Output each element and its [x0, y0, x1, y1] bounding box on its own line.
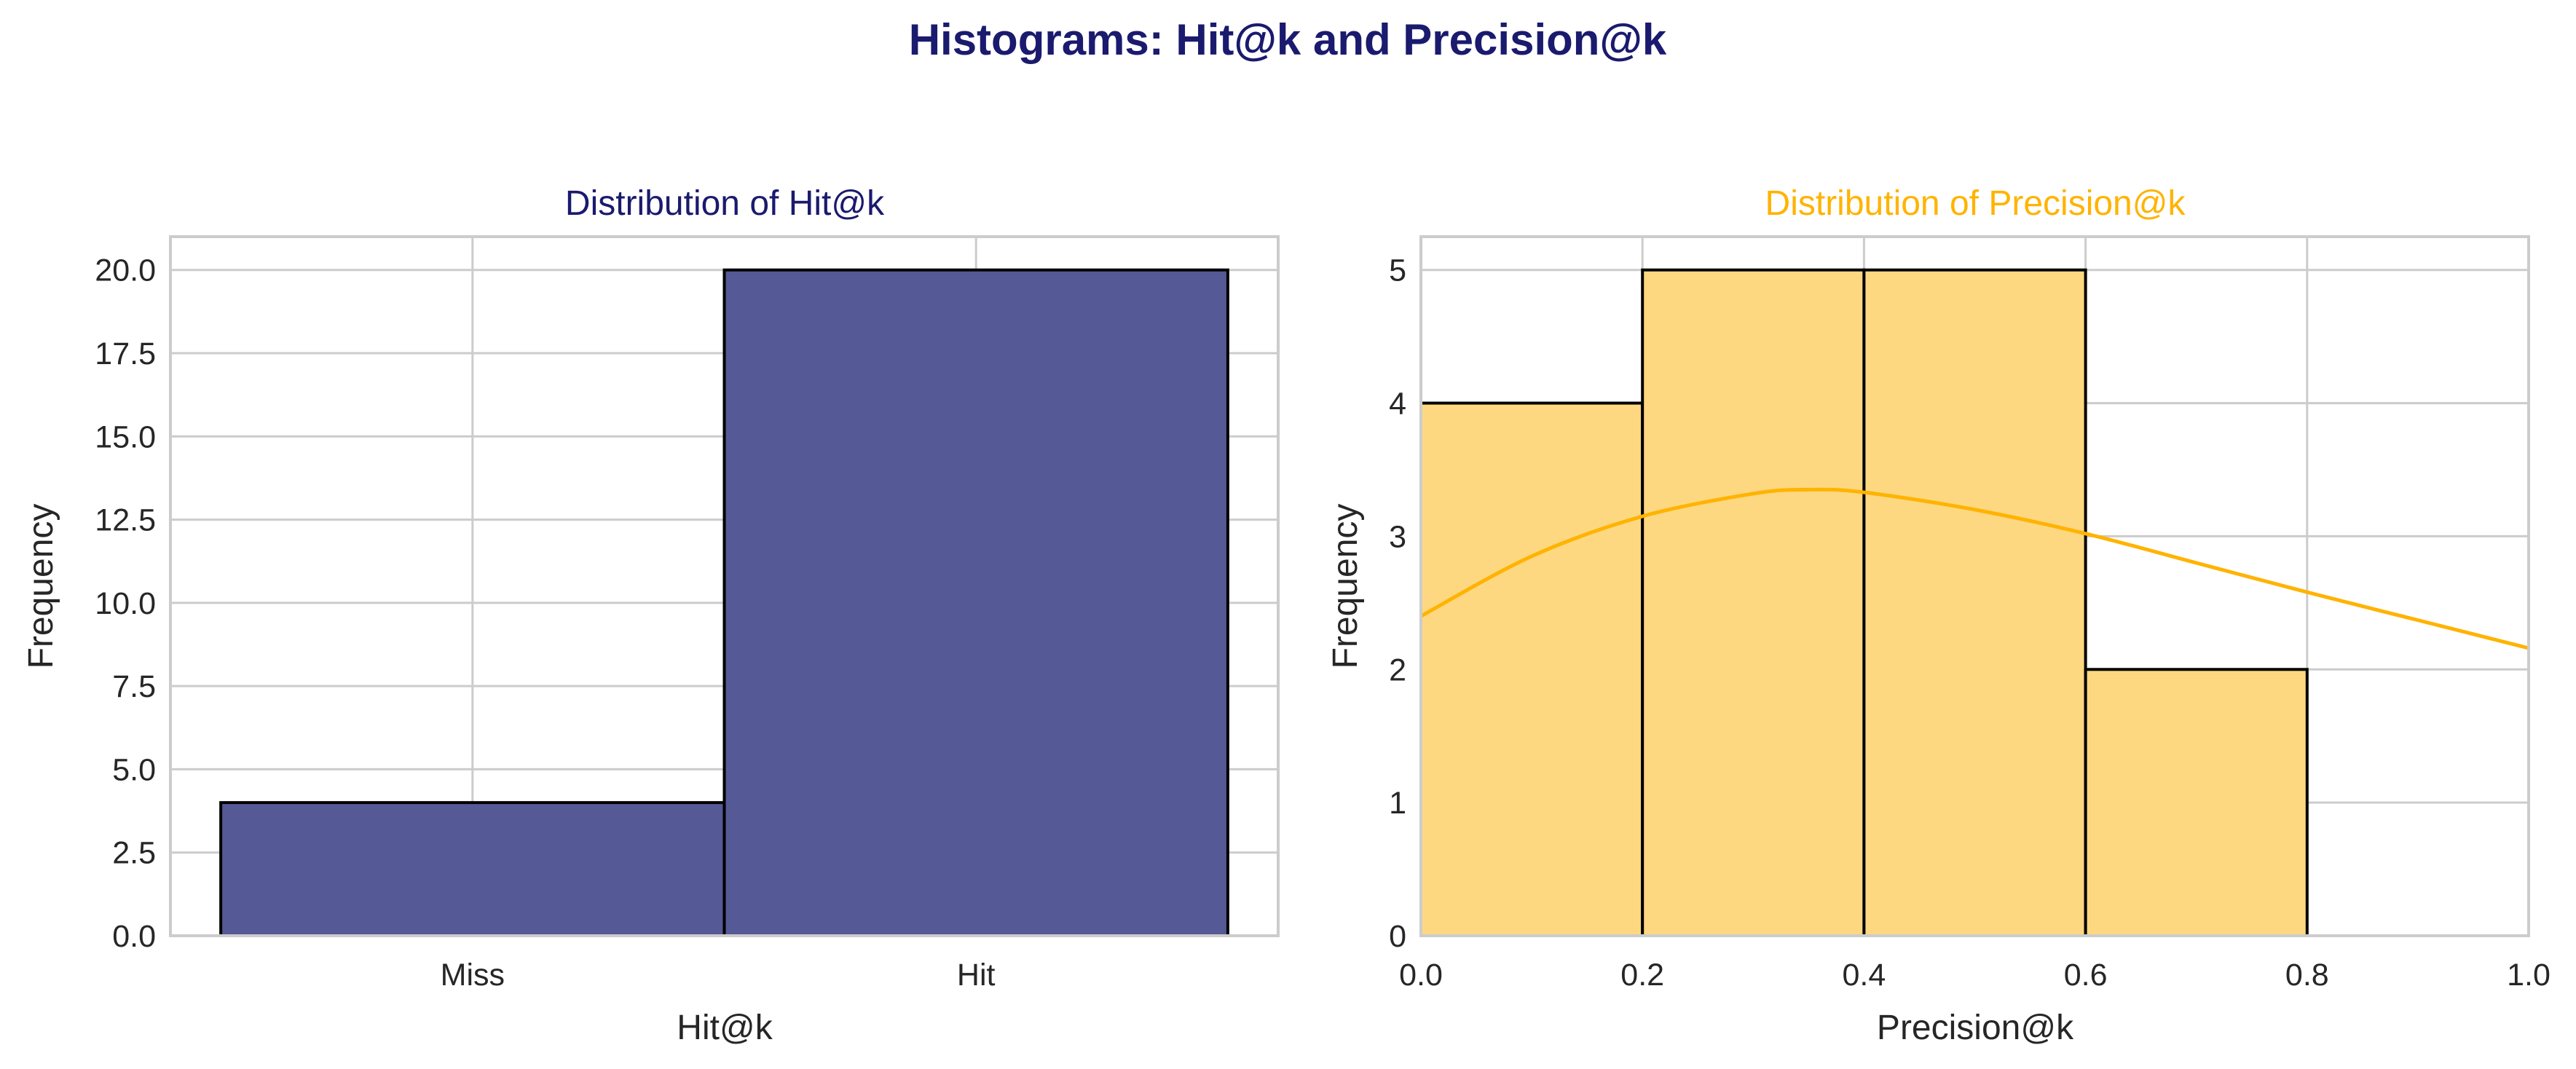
precision-kde-line — [1419, 487, 2529, 650]
precision-bars — [1419, 268, 2309, 937]
precision-bar — [1419, 401, 1645, 937]
hit-x-tick-label: Hit — [957, 958, 996, 993]
hit-plot-border — [169, 235, 1280, 937]
precision-y-tick-label: 4 — [1389, 387, 1406, 422]
hit-y-tick-label: 20.0 — [95, 253, 156, 288]
precision-y-tick-label: 1 — [1389, 786, 1406, 821]
precision-x-tick-labels: 0.0 0.2 0.4 0.6 0.8 1.0 — [1399, 958, 2551, 993]
precision-bar — [1641, 268, 1866, 937]
precision-x-axis-label: Precision@k — [1877, 1009, 2074, 1047]
precision-bar — [2084, 668, 2309, 937]
precision-x-tick-label: 0.0 — [1399, 958, 1443, 993]
hit-y-tick-label: 7.5 — [112, 669, 156, 704]
precision-plot-border — [1419, 235, 2530, 937]
precision-x-tick-label: 0.4 — [1843, 958, 1886, 993]
figure-title: Histograms: Hit@k and Precision@k — [909, 15, 1667, 64]
hit-y-tick-label: 5.0 — [112, 752, 156, 787]
hit-chart-title: Distribution of Hit@k — [565, 184, 885, 223]
hit-bars — [219, 268, 1229, 937]
precision-chart-title: Distribution of Precision@k — [1765, 184, 2186, 223]
hit-histogram-panel: 0.0 2.5 5.0 7.5 10.0 12.5 15.0 17.5 20.0 Miss Hit… — [22, 184, 1280, 1047]
hit-y-tick-label: 2.5 — [112, 836, 156, 871]
hit-y-tick-label: 0.0 — [112, 919, 156, 954]
hit-y-tick-label: 10.0 — [95, 586, 156, 621]
precision-y-tick-labels: 0 1 2 3 4 5 — [1389, 253, 1406, 954]
hit-x-tick-label: Miss — [441, 958, 505, 993]
hit-y-tick-label: 12.5 — [95, 503, 156, 538]
precision-x-tick-label: 0.2 — [1620, 958, 1664, 993]
hit-bar-hit — [722, 268, 1229, 937]
hit-y-axis-label: Frequency — [22, 504, 60, 669]
precision-histogram-panel: 0 1 2 3 4 5 0.0 0.2 0.4 0.6 0.8 1.0 Distribution o… — [1326, 184, 2551, 1047]
precision-y-tick-label: 0 — [1389, 919, 1406, 954]
precision-y-tick-label: 3 — [1389, 519, 1406, 554]
hit-bar-miss — [219, 801, 726, 937]
precision-y-tick-label: 5 — [1389, 253, 1406, 288]
precision-y-tick-label: 2 — [1389, 652, 1406, 687]
hit-x-tick-labels: Miss Hit — [441, 958, 996, 993]
precision-x-tick-label: 1.0 — [2507, 958, 2551, 993]
hit-y-tick-label: 17.5 — [95, 336, 156, 371]
hit-y-tick-label: 15.0 — [95, 419, 156, 454]
precision-x-tick-label: 0.6 — [2064, 958, 2108, 993]
precision-x-tick-label: 0.8 — [2285, 958, 2329, 993]
hit-y-tick-labels: 0.0 2.5 5.0 7.5 10.0 12.5 15.0 17.5 20.0 — [95, 253, 156, 954]
precision-y-axis-label: Frequency — [1326, 504, 1365, 669]
precision-bar — [1862, 268, 2087, 937]
hit-x-axis-label: Hit@k — [677, 1009, 773, 1047]
